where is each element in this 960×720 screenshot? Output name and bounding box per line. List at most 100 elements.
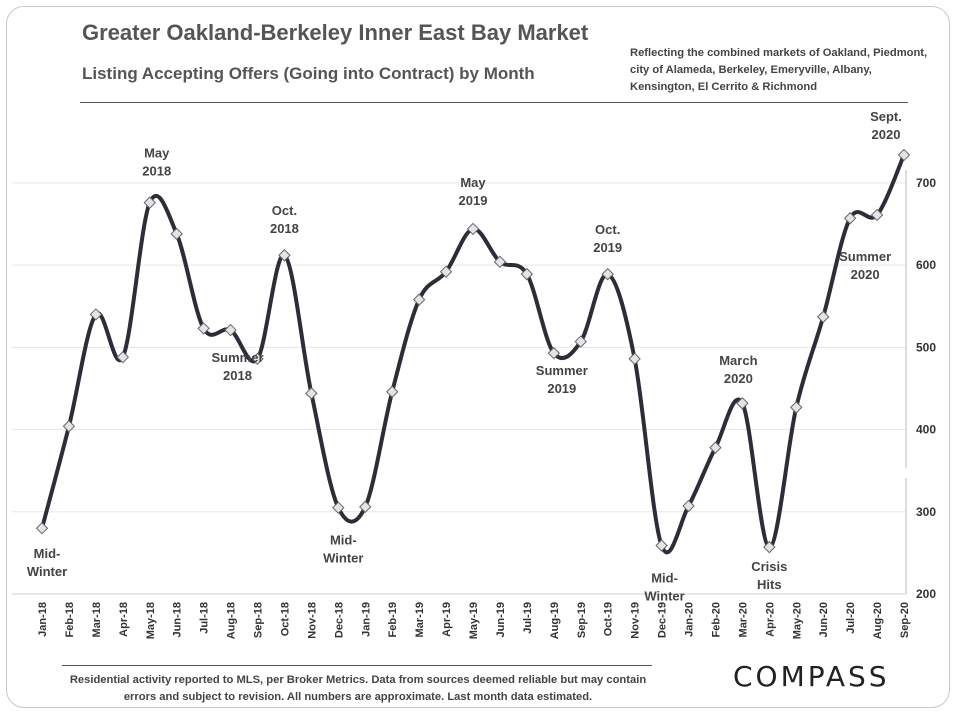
x-tick-label: Oct-18 — [279, 602, 291, 636]
annotation-line: 2019 — [593, 240, 622, 255]
x-tick-label: May-19 — [468, 602, 480, 639]
x-tick-label: Dec-19 — [657, 602, 669, 638]
annotation-line: 2020 — [872, 127, 901, 142]
data-point — [305, 387, 318, 400]
data-point — [170, 227, 183, 241]
annotation-line: 2019 — [547, 381, 576, 396]
x-tick-label: Feb-20 — [710, 602, 722, 637]
data-point — [89, 308, 103, 321]
y-tick-label: 500 — [916, 340, 936, 354]
data-point — [35, 522, 49, 535]
x-tick-label: Nov-19 — [630, 602, 642, 639]
chart-subtitle: Listing Accepting Offers (Going into Con… — [82, 64, 535, 83]
chart-annotation: Mid- Winter — [27, 546, 67, 579]
y-tick-label: 400 — [916, 423, 936, 437]
chart-annotation: Crisis Hits — [751, 559, 787, 592]
x-tick-label: Apr-20 — [764, 602, 776, 637]
data-point — [736, 397, 749, 410]
chart-annotation: Oct. 2019 — [593, 222, 622, 255]
annotation-line: 2020 — [851, 267, 880, 282]
data-point — [628, 352, 641, 366]
annotation-line: Mid- — [330, 533, 357, 548]
annotation-line: Summer — [211, 350, 263, 365]
x-tick-label: May-18 — [145, 602, 157, 639]
x-tick-label: Aug-19 — [549, 602, 561, 639]
annotation-line: Crisis — [751, 559, 787, 574]
annotation-line: Summer — [536, 363, 588, 378]
x-tick-label: Sep-18 — [253, 602, 265, 638]
x-tick-label: Jul-19 — [522, 602, 534, 634]
data-point — [655, 539, 668, 552]
data-point — [897, 148, 911, 162]
data-point — [143, 196, 156, 209]
x-tick-label: Jul-20 — [845, 602, 857, 634]
annotation-line: Summer — [839, 249, 891, 264]
data-point — [682, 499, 695, 513]
data-point — [574, 335, 587, 348]
y-tick-label: 600 — [916, 258, 936, 272]
chart-title: Greater Oakland-Berkeley Inner East Bay … — [82, 20, 589, 45]
x-tick-label: Jan-18 — [37, 602, 49, 637]
annotation-line: Hits — [757, 577, 782, 592]
data-point — [843, 212, 857, 225]
x-tick-label: May-20 — [791, 602, 803, 639]
annotation-line: Oct. — [595, 222, 620, 237]
data-point — [816, 310, 830, 324]
data-point — [385, 385, 399, 398]
data-point — [224, 323, 237, 337]
data-point — [62, 420, 76, 433]
annotation-line: 2018 — [142, 164, 171, 179]
annotation-line: Oct. — [272, 203, 297, 218]
data-point — [359, 500, 372, 514]
x-tick-label: Jun-20 — [818, 602, 830, 637]
chart-annotation: Summer 2019 — [536, 363, 588, 396]
annotation-line: Winter — [644, 588, 684, 603]
data-point — [439, 265, 453, 278]
data-point — [466, 222, 480, 236]
data-point — [763, 540, 776, 554]
chart-frame — [6, 6, 950, 708]
x-tick-label: Mar-19 — [414, 602, 426, 637]
data-point — [278, 249, 291, 262]
chart-annotation: Oct. 2018 — [270, 203, 299, 236]
annotation-line: 2018 — [223, 368, 252, 383]
annotation-line: March — [719, 353, 757, 368]
x-tick-label: Aug-20 — [872, 602, 884, 639]
annotation-line: 2019 — [459, 193, 488, 208]
data-point — [601, 267, 614, 281]
footer-divider — [62, 665, 652, 666]
y-tick-label: 200 — [916, 587, 936, 601]
chart-annotation: Sept. 2020 — [870, 109, 902, 142]
x-tick-label: Mar-18 — [91, 602, 103, 637]
data-point — [332, 501, 345, 514]
annotation-line: Winter — [323, 551, 363, 566]
data-point — [709, 441, 722, 454]
series-line — [40, 154, 906, 555]
x-tick-label: Jan-20 — [684, 602, 696, 637]
annotation-line: 2018 — [270, 221, 299, 236]
x-tick-label: Jul-18 — [199, 602, 211, 634]
x-tick-label: Aug-18 — [226, 602, 238, 639]
data-point — [493, 255, 507, 269]
chart-annotation: May 2018 — [142, 146, 171, 179]
chart-annotation: Mid- Winter — [644, 570, 684, 603]
y-tick-label: 700 — [916, 176, 936, 190]
annotation-line: Sept. — [870, 109, 902, 124]
x-tick-label: Oct-19 — [603, 602, 615, 636]
annotation-line: May — [144, 146, 170, 161]
data-point — [547, 346, 561, 360]
chart-annotation: Mid- Winter — [323, 533, 363, 566]
market-note: Reflecting the combined markets of Oakla… — [630, 47, 928, 93]
data-point — [870, 208, 884, 222]
x-tick-label: Jun-19 — [495, 602, 507, 637]
annotation-line: Mid- — [651, 570, 678, 585]
x-tick-label: Feb-18 — [64, 602, 76, 637]
x-tick-label: Sep-20 — [899, 602, 911, 638]
x-tick-label: Feb-19 — [387, 602, 399, 637]
x-tick-label: Apr-19 — [441, 602, 453, 637]
x-tick-label: Jan-19 — [360, 602, 372, 637]
annotation-line: May — [460, 175, 486, 190]
x-tick-label: Dec-18 — [333, 602, 345, 638]
header-divider — [80, 102, 908, 103]
